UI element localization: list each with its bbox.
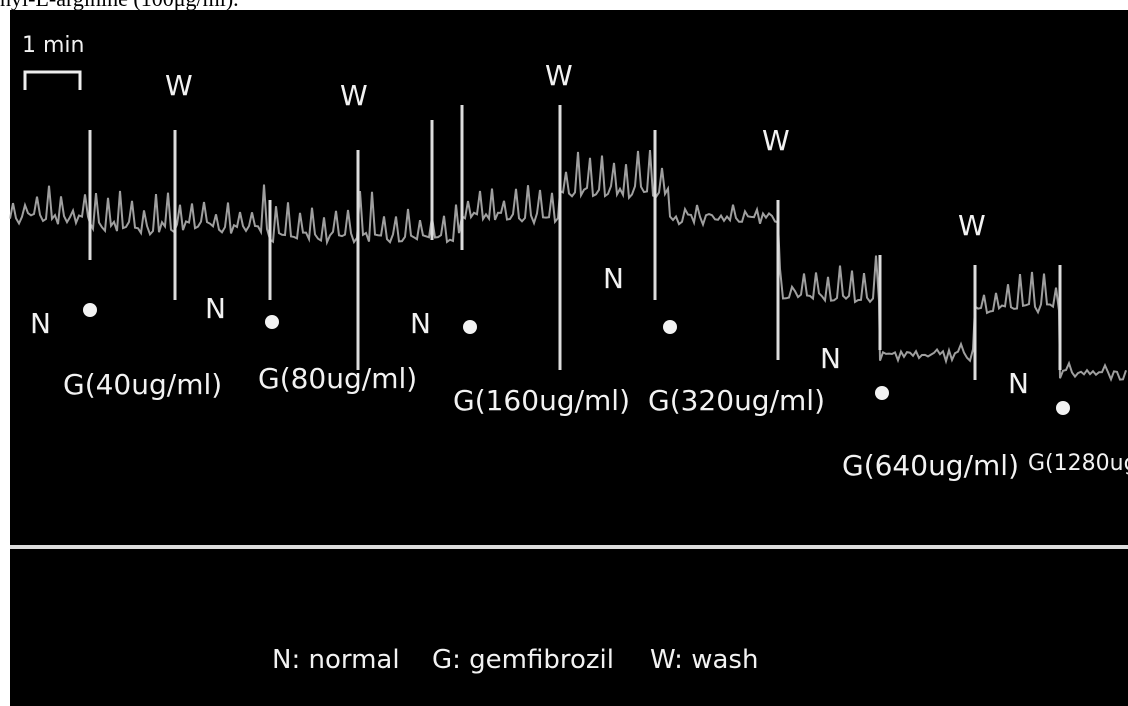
normal-label: N: [820, 342, 841, 375]
dose-label: G(160ug/ml): [453, 384, 630, 417]
background: [10, 10, 1128, 706]
wash-label: W: [545, 59, 573, 92]
wash-label: W: [762, 124, 790, 157]
scale-label: 1 min: [22, 33, 84, 58]
dose-dot: [875, 386, 889, 400]
normal-label: N: [603, 262, 624, 295]
dose-label: G(40ug/ml): [63, 368, 222, 401]
dose-dot: [463, 320, 477, 334]
caption: nyl-L-arginine (100μg/ml).: [0, 0, 239, 11]
normal-label: N: [30, 307, 51, 340]
dose-label: G(640ug/ml): [842, 449, 1019, 482]
dose-dot: [265, 315, 279, 329]
dose-dot: [1056, 401, 1070, 415]
wash-label: W: [958, 209, 986, 242]
dose-dot: [83, 303, 97, 317]
wash-label: W: [340, 79, 368, 112]
dose-label: G(320ug/ml): [648, 384, 825, 417]
legend-item: G: gemfibrozil: [432, 645, 614, 675]
scale-bar: [23, 70, 82, 90]
normal-label: N: [410, 307, 431, 340]
legend-item: W: wash: [650, 645, 758, 675]
normal-label: N: [205, 292, 226, 325]
legend-item: N: normal: [272, 645, 400, 675]
wash-label: W: [165, 69, 193, 102]
trace-line: [9, 150, 1127, 383]
dose-dot: [663, 320, 677, 334]
trace: [9, 105, 1127, 383]
dose-label: G(1280ug/ml): [1028, 451, 1128, 476]
normal-label: N: [1008, 367, 1029, 400]
dose-label: G(80ug/ml): [258, 362, 417, 395]
